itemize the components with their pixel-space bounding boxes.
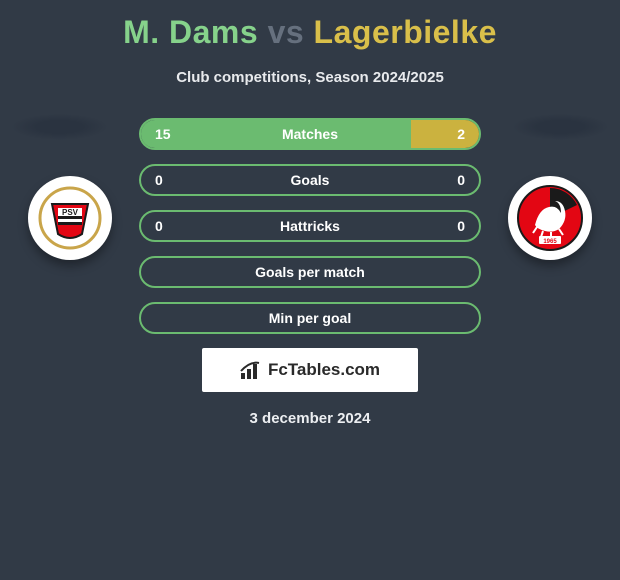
- vs-text: vs: [268, 14, 305, 50]
- player1-name: M. Dams: [123, 14, 258, 50]
- shadow-right: [513, 114, 608, 140]
- stat-row: 00Goals: [139, 164, 481, 196]
- stat-rows: 152Matches 00Goals 00Hattricks Goals per ma…: [139, 118, 481, 334]
- watermark-text: FcTables.com: [268, 360, 380, 380]
- player2-name: Lagerbielke: [314, 14, 497, 50]
- stat-row: Goals per match: [139, 256, 481, 288]
- comparison-title: M. Dams vs Lagerbielke: [0, 0, 620, 51]
- stat-label: Min per goal: [141, 310, 479, 326]
- watermark: FcTables.com: [202, 348, 418, 392]
- stat-row: 152Matches: [139, 118, 481, 150]
- psv-logo-icon: PSV: [38, 186, 102, 250]
- svg-text:1965: 1965: [543, 239, 557, 245]
- stat-label: Hattricks: [141, 218, 479, 234]
- fc-twente-logo-icon: 1965: [515, 183, 585, 253]
- stat-label: Goals: [141, 172, 479, 188]
- comparison-content: PSV 1965 152Matches 00Goals 00Hattricks Goa…: [0, 118, 620, 427]
- stat-label: Goals per match: [141, 264, 479, 280]
- stat-row: 00Hattricks: [139, 210, 481, 242]
- bars-icon: [240, 359, 262, 381]
- date-text: 3 december 2024: [0, 410, 620, 427]
- club-badge-right: 1965: [508, 176, 592, 260]
- stat-label: Matches: [141, 126, 479, 142]
- subtitle: Club competitions, Season 2024/2025: [0, 69, 620, 86]
- stat-row: Min per goal: [139, 302, 481, 334]
- svg-text:PSV: PSV: [62, 208, 79, 217]
- shadow-left: [12, 114, 107, 140]
- club-badge-left: PSV: [28, 176, 112, 260]
